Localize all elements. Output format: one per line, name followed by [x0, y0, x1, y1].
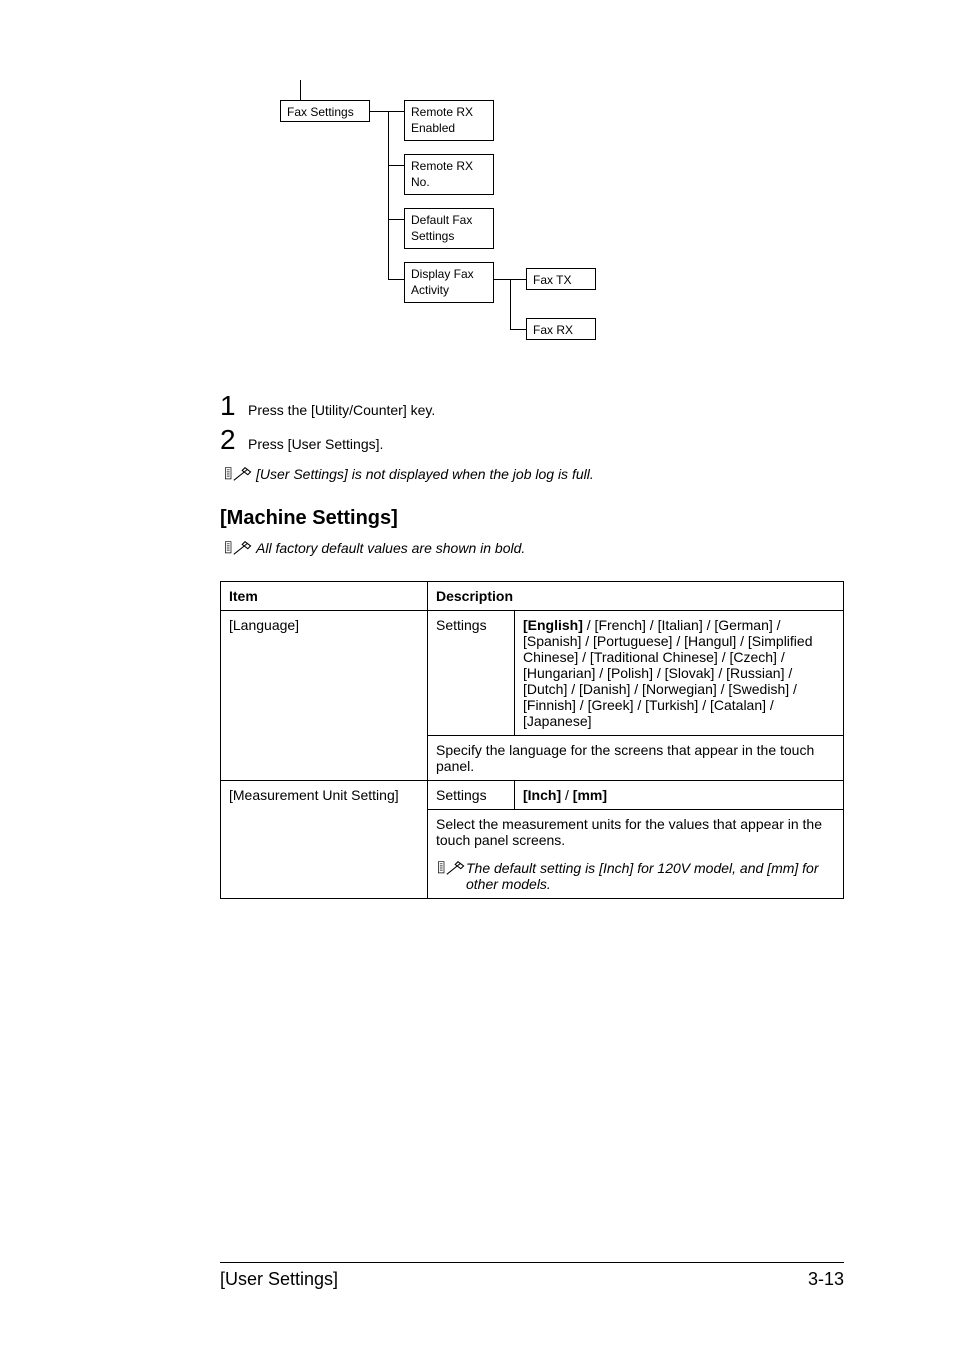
note-text: All factory default values are shown in …	[256, 538, 525, 556]
description-text: Select the measurement units for the val…	[436, 816, 822, 848]
note-icon	[220, 538, 256, 563]
page: Fax Settings Remote RX Enabled Remote RX…	[0, 0, 954, 1350]
table-cell-description: Specify the language for the screens tha…	[428, 736, 844, 781]
diagram-node: Remote RX No.	[404, 154, 494, 195]
step-item: 2 Press [User Settings].	[220, 424, 844, 456]
step-number: 2	[220, 424, 248, 456]
table-cell-description: Select the measurement units for the val…	[428, 810, 844, 899]
table-cell-settings-label: Settings	[428, 781, 515, 810]
table-cell-item: [Language]	[221, 611, 428, 781]
diagram-connector	[510, 279, 526, 280]
settings-value-rest: / [French] / [Italian] / [German] / [Spa…	[523, 617, 813, 729]
table-cell-settings-value: [English] / [French] / [Italian] / [Germ…	[515, 611, 844, 736]
step-item: 1 Press the [Utility/Counter] key.	[220, 390, 844, 422]
note: The default setting is [Inch] for 120V m…	[436, 858, 835, 892]
table-row: [Measurement Unit Setting] Settings [Inc…	[221, 781, 844, 810]
bold-default: [English]	[523, 617, 583, 633]
steps-list: 1 Press the [Utility/Counter] key. 2 Pre…	[220, 390, 844, 456]
footer-right: 3-13	[808, 1269, 844, 1290]
footer-left: [User Settings]	[220, 1269, 338, 1290]
note: All factory default values are shown in …	[220, 538, 844, 563]
diagram-connector	[388, 111, 404, 112]
diagram-node: Fax TX	[526, 268, 596, 290]
table-header-description: Description	[428, 582, 844, 611]
step-text: Press the [Utility/Counter] key.	[248, 402, 435, 422]
sep: /	[561, 787, 573, 803]
diagram-connector	[370, 111, 388, 112]
note-text: [User Settings] is not displayed when th…	[256, 464, 594, 482]
note: [User Settings] is not displayed when th…	[220, 464, 844, 489]
fax-settings-diagram: Fax Settings Remote RX Enabled Remote RX…	[280, 100, 844, 360]
table-cell-settings-label: Settings	[428, 611, 515, 736]
diagram-connector	[388, 219, 404, 220]
table-header-row: Item Description	[221, 582, 844, 611]
diagram-connector	[300, 80, 301, 100]
settings-table: Item Description [Language] Settings [En…	[220, 581, 844, 899]
note-text: The default setting is [Inch] for 120V m…	[466, 858, 835, 892]
diagram-connector	[510, 329, 526, 330]
step-text: Press [User Settings].	[248, 436, 383, 456]
diagram-connector	[388, 279, 404, 280]
note-icon	[220, 464, 256, 489]
table-cell-item: [Measurement Unit Setting]	[221, 781, 428, 899]
note-icon	[436, 858, 466, 881]
diagram-connector	[494, 279, 510, 280]
diagram-node-root: Fax Settings	[280, 100, 370, 122]
diagram-node: Remote RX Enabled	[404, 100, 494, 141]
table-header-item: Item	[221, 582, 428, 611]
step-number: 1	[220, 390, 248, 422]
bold-default: [Inch]	[523, 787, 561, 803]
diagram-connector	[388, 111, 389, 279]
page-footer: [User Settings] 3-13	[220, 1262, 844, 1290]
table-cell-settings-value: [Inch] / [mm]	[515, 781, 844, 810]
table-row: [Language] Settings [English] / [French]…	[221, 611, 844, 736]
section-heading: [Machine Settings]	[220, 507, 844, 530]
diagram-connector	[510, 279, 511, 329]
diagram-node: Default Fax Settings	[404, 208, 494, 249]
diagram-connector	[388, 165, 404, 166]
diagram-node: Fax RX	[526, 318, 596, 340]
diagram-node: Display Fax Activity	[404, 262, 494, 303]
bold-default: [mm]	[573, 787, 607, 803]
